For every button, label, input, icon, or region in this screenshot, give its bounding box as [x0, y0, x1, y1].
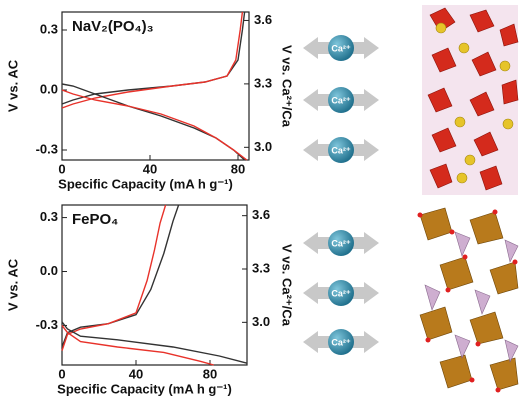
ion-label: Ca²⁺	[331, 145, 351, 155]
chart-title: FePO₄	[72, 211, 118, 228]
atom	[503, 119, 513, 129]
tetrahedron	[455, 232, 470, 256]
octahedron	[440, 257, 473, 290]
ion-label: Ca²⁺	[331, 238, 351, 248]
y-tick-label: 0.3	[40, 21, 58, 36]
y-axis-label: V vs. AC	[5, 258, 20, 311]
ion-label: Ca²⁺	[331, 288, 351, 298]
arrow-left	[303, 232, 330, 254]
plot-frame	[62, 205, 247, 365]
x-tick-label: 0	[58, 366, 65, 381]
atom	[493, 210, 498, 215]
x-tick-label: 80	[231, 161, 245, 176]
arrow-right	[352, 89, 379, 111]
atom	[476, 342, 481, 347]
tetrahedron	[425, 285, 440, 310]
atom	[459, 43, 469, 53]
figure: Ca²⁺ Ca²⁺ Ca²⁺ Ca²⁺ Ca²⁺ Ca²⁺	[0, 0, 521, 400]
atom	[463, 255, 468, 260]
octahedron	[420, 307, 452, 340]
y2-axis-label: V vs. Ca²⁺/Ca	[280, 45, 295, 128]
atom	[457, 173, 467, 183]
atom	[426, 338, 431, 343]
y-tick-label: -0.3	[36, 141, 58, 156]
y2-tick-label: 3.6	[252, 207, 270, 222]
atom	[500, 61, 510, 71]
ion-label: Ca²⁺	[331, 337, 351, 347]
y-axis-label: V vs. AC	[5, 59, 20, 112]
x-tick-label: 40	[129, 366, 143, 381]
y2-tick-label: 3.6	[254, 12, 272, 27]
arrow-left	[303, 89, 330, 111]
tetrahedron	[455, 335, 470, 358]
octahedron	[490, 358, 518, 390]
y2-tick-label: 3.3	[252, 260, 270, 275]
y-tick-label: -0.3	[36, 317, 58, 332]
atom	[455, 117, 465, 127]
y-tick-label: 0.3	[40, 209, 58, 224]
atom	[418, 213, 423, 218]
arrow-left	[303, 331, 330, 353]
atom	[496, 388, 501, 393]
ion-label: Ca²⁺	[331, 95, 351, 105]
curve	[62, 325, 214, 365]
y2-tick-label: 3.3	[254, 75, 272, 90]
tetrahedron	[505, 240, 518, 262]
octahedron	[420, 208, 452, 240]
tetrahedron	[475, 290, 490, 314]
ion-column: Ca²⁺ Ca²⁺ Ca²⁺ Ca²⁺ Ca²⁺ Ca²⁺	[303, 35, 379, 355]
y-tick-label: 0.0	[40, 81, 58, 96]
x-axis-label: Specific Capacity (mA h g⁻¹)	[58, 176, 233, 191]
octahedron	[490, 262, 518, 294]
arrow-right	[352, 282, 379, 304]
tetrahedron	[505, 340, 518, 362]
arrow-right	[352, 331, 379, 353]
ion-label: Ca²⁺	[331, 43, 351, 53]
octahedron	[470, 312, 503, 344]
octahedron	[470, 212, 503, 244]
atom	[436, 23, 446, 33]
octahedron	[440, 355, 472, 388]
x-tick-label: 0	[58, 161, 65, 176]
atom	[450, 230, 455, 235]
structure-bottom	[418, 208, 519, 393]
x-tick-label: 80	[203, 366, 217, 381]
atom	[470, 378, 475, 383]
arrow-right	[352, 232, 379, 254]
atom	[513, 260, 518, 265]
curve	[62, 90, 247, 160]
arrow-right	[352, 139, 379, 161]
y-tick-label: 0.0	[40, 263, 58, 278]
atom	[446, 288, 451, 293]
chart-title: NaV₂(PO₄)₃	[72, 18, 154, 35]
arrow-left	[303, 37, 330, 59]
arrow-left	[303, 282, 330, 304]
x-tick-label: 40	[143, 161, 157, 176]
y2-tick-label: 3.0	[252, 314, 270, 329]
arrow-left	[303, 139, 330, 161]
arrow-right	[352, 37, 379, 59]
atom	[465, 155, 475, 165]
y2-tick-label: 3.0	[254, 139, 272, 154]
y2-axis-label: V vs. Ca²⁺/Ca	[280, 244, 295, 327]
x-axis-label: Specific Capacity (mA h g⁻¹)	[57, 381, 232, 396]
structure-top	[422, 5, 518, 195]
